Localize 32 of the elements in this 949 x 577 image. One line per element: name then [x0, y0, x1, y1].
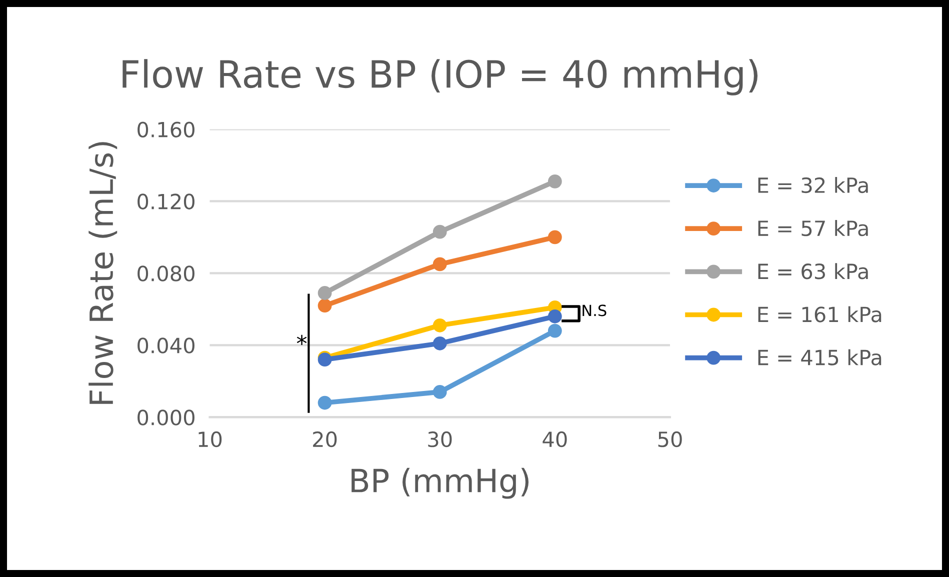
point — [548, 230, 562, 244]
y-tick-label: 0.080 — [138, 266, 194, 282]
x-tick-label: 40 — [542, 431, 567, 448]
legend-label: E = 161 kPa — [758, 306, 882, 322]
point — [318, 298, 332, 313]
y-axis-title: Flow Rate (mL/s) — [88, 142, 118, 404]
annotation: N.S — [582, 304, 606, 316]
y-tick-label: 0.120 — [138, 194, 194, 210]
point — [318, 286, 332, 300]
point — [548, 309, 562, 324]
point — [548, 174, 562, 188]
x-tick-label: 20 — [313, 431, 337, 448]
point — [318, 396, 332, 410]
x-axis-title: BP (mmHg) — [352, 468, 529, 499]
point — [548, 324, 562, 338]
point — [432, 336, 447, 350]
legend-label: E = 415 kPa — [758, 349, 882, 366]
point — [432, 318, 447, 332]
legend-label: E = 63 kPa — [758, 263, 868, 280]
legend-label: E = 32 kPa — [758, 176, 868, 194]
annotation: * — [296, 334, 307, 345]
point — [432, 224, 447, 239]
y-tick-label: 0.000 — [138, 410, 194, 426]
x-tick-label: 30 — [428, 431, 452, 448]
legend-label: E = 57 kPa — [758, 220, 868, 236]
x-tick-label: 10 — [198, 431, 222, 448]
point — [432, 257, 447, 272]
point — [432, 385, 447, 399]
y-tick-label: 0.160 — [138, 122, 194, 138]
y-tick-label: 0.040 — [138, 338, 194, 354]
chart-title: Flow Rate vs BP (IOP = 40 mmHg) — [122, 59, 758, 96]
x-tick-label: 50 — [658, 431, 682, 448]
